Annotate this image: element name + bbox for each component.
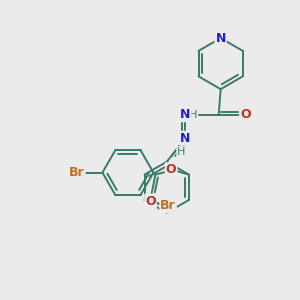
Text: Br: Br (69, 166, 85, 179)
Text: O: O (145, 194, 156, 208)
Text: H: H (189, 110, 197, 120)
Text: O: O (166, 163, 176, 176)
Text: O: O (240, 108, 250, 121)
Text: N: N (180, 108, 190, 121)
Text: Br: Br (160, 200, 176, 212)
Text: N: N (180, 132, 190, 145)
Text: H: H (177, 147, 186, 157)
Text: N: N (215, 32, 226, 45)
